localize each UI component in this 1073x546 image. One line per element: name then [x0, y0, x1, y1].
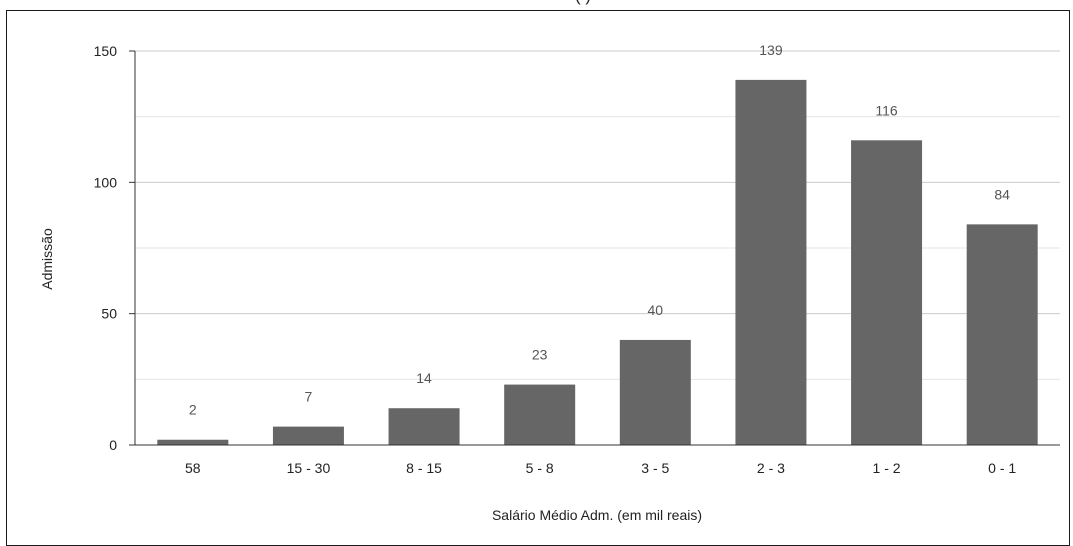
- bar-7: [966, 224, 1038, 445]
- y-tick-label-2: 100: [94, 174, 118, 190]
- x-tick-label-2: 8 - 15: [406, 460, 442, 476]
- data-label-0: 2: [189, 402, 197, 418]
- y-tick-label-0: 0: [109, 437, 117, 453]
- x-tick-label-5: 2 - 3: [757, 460, 785, 476]
- x-tick-labels: 58 15 - 30 8 - 15 5 - 8 3 - 5 2 - 3 1 - 2 0 - 1: [185, 460, 1016, 476]
- bars-layer: [157, 79, 1038, 445]
- data-label-3: 23: [532, 347, 548, 363]
- x-axis-title: Salário Médio Adm. (em mil reais): [492, 507, 702, 523]
- x-tick-label-6: 1 - 2: [873, 460, 901, 476]
- bar-6: [851, 140, 923, 445]
- axis-layer: [134, 51, 1060, 446]
- data-labels: 2 7 14 23 40 139 116 84: [189, 42, 1010, 418]
- data-label-1: 7: [305, 389, 313, 405]
- y-axis-title: Admissão: [39, 228, 55, 290]
- x-tick-label-3: 5 - 8: [526, 460, 554, 476]
- bar-5: [735, 79, 807, 445]
- x-tick-label-0: 58: [185, 460, 201, 476]
- data-label-4: 40: [648, 302, 664, 318]
- y-tick-labels: 0 50 100 150: [94, 43, 118, 453]
- y-tick-label-1: 50: [101, 306, 117, 322]
- data-label-6: 116: [875, 102, 898, 118]
- x-tick-label-4: 3 - 5: [641, 460, 669, 476]
- bar-3: [504, 384, 576, 445]
- bar-4: [619, 339, 691, 445]
- x-tick-label-7: 0 - 1: [988, 460, 1016, 476]
- y-tick-label-3: 150: [94, 43, 118, 59]
- bar-1: [272, 426, 344, 445]
- x-tick-label-1: 15 - 30: [287, 460, 331, 476]
- bar-0: [157, 439, 229, 445]
- data-label-2: 14: [416, 370, 432, 386]
- data-label-5: 139: [759, 42, 783, 58]
- bar-2: [388, 408, 460, 445]
- data-label-7: 84: [994, 186, 1010, 202]
- chart-title-fragment: ( ): [575, 0, 591, 6]
